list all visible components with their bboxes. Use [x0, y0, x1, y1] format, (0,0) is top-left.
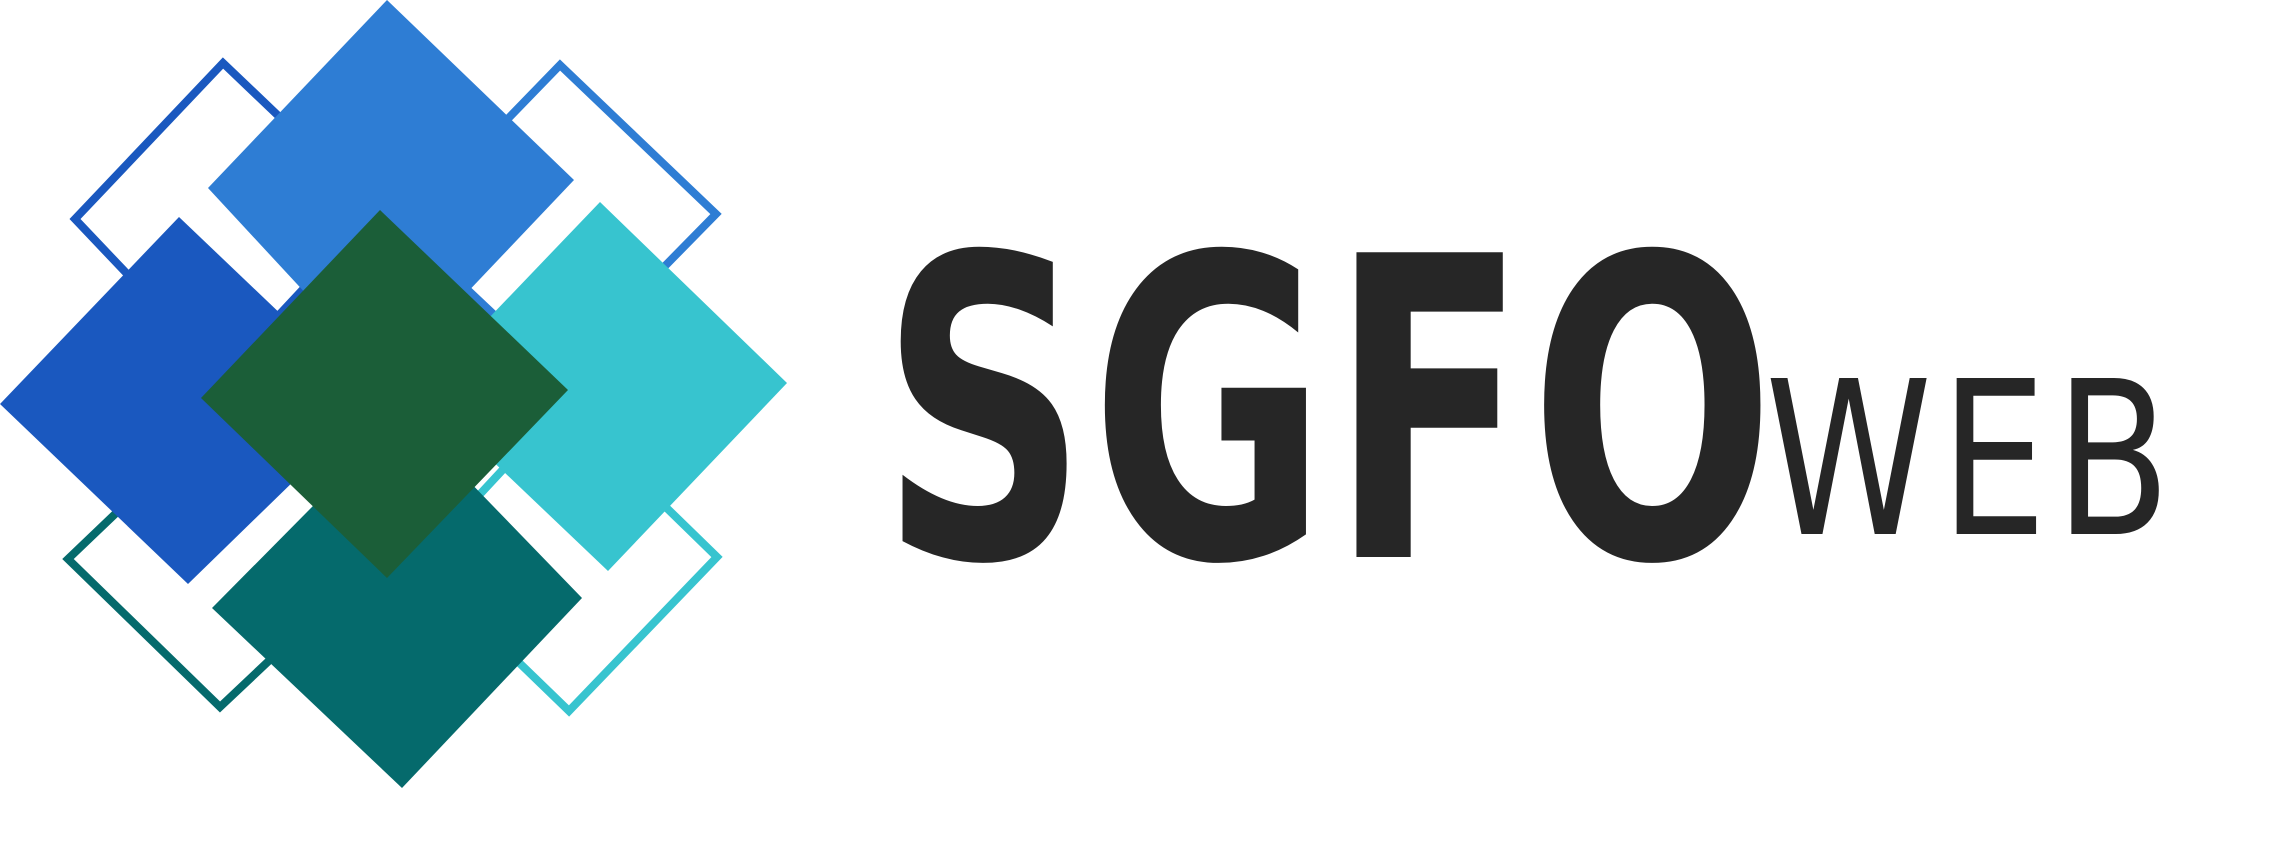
wordmark: SGFO	[880, 200, 2181, 622]
diamond-top-blue	[208, 0, 574, 379]
diamond-bottom-teal	[212, 414, 582, 788]
diamond-right-teal	[419, 202, 787, 571]
brand-suffix: WEB	[1765, 336, 2179, 585]
overlapping-diamonds-icon	[0, 0, 787, 788]
brand-name: SGFO	[880, 169, 1778, 656]
diamond-left-blue	[0, 217, 374, 584]
diamond-center-green	[201, 210, 568, 578]
